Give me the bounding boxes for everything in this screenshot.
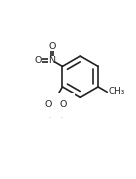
Text: N: N [48, 56, 55, 65]
Text: O: O [35, 56, 42, 65]
Text: O: O [45, 100, 52, 109]
Text: O: O [60, 100, 67, 109]
Text: O: O [48, 42, 56, 52]
Text: CH₃: CH₃ [108, 87, 125, 96]
